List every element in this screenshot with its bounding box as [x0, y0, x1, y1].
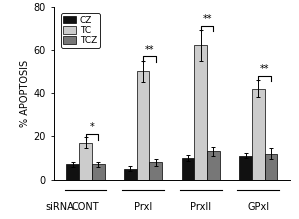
Bar [252, 89, 265, 180]
Bar [194, 46, 207, 180]
Text: **: ** [260, 64, 269, 74]
Bar [150, 162, 162, 180]
Text: **: ** [202, 14, 212, 24]
Bar [207, 152, 220, 180]
Bar [265, 154, 277, 180]
Text: PrxI: PrxI [134, 202, 152, 212]
Y-axis label: % APOPTOSIS: % APOPTOSIS [20, 60, 30, 127]
Bar [66, 164, 79, 180]
Bar [239, 156, 252, 180]
Legend: CZ, TC, TCZ: CZ, TC, TCZ [61, 13, 100, 48]
Bar [79, 143, 92, 180]
Text: PrxII: PrxII [190, 202, 211, 212]
Bar [124, 169, 137, 180]
Bar [92, 164, 105, 180]
Text: **: ** [145, 45, 154, 55]
Bar [182, 158, 194, 180]
Text: siRNA: siRNA [46, 202, 74, 212]
Text: CONT: CONT [72, 202, 99, 212]
Text: GPxI: GPxI [247, 202, 269, 212]
Bar [137, 71, 150, 180]
Text: *: * [89, 122, 94, 132]
